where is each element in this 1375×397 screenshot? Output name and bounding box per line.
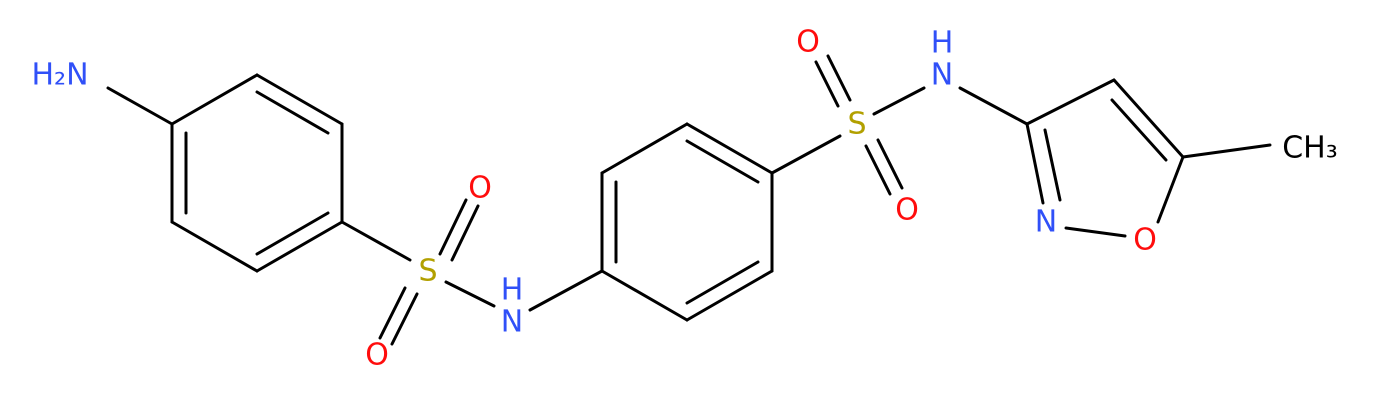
atom-label: N xyxy=(501,305,523,340)
atom-label: S xyxy=(418,254,437,289)
atom-labels: H₂N S O O H N S O O N H N O CH₃ xyxy=(31,25,1337,373)
atom-label: O xyxy=(796,25,820,60)
atom-label: CH₃ xyxy=(1282,131,1338,166)
bonds xyxy=(106,54,1272,346)
atom-label: H xyxy=(931,26,954,61)
atom-label: O xyxy=(895,193,919,228)
atom-label: N xyxy=(1035,205,1057,240)
atom-label: N xyxy=(931,58,953,93)
atom-label: H₂N xyxy=(31,58,88,93)
atom-label: S xyxy=(847,107,866,142)
atom-label: O xyxy=(468,171,492,206)
atom-label: H xyxy=(501,273,524,308)
atom-label: O xyxy=(365,338,389,373)
atom-label: O xyxy=(1133,223,1157,258)
